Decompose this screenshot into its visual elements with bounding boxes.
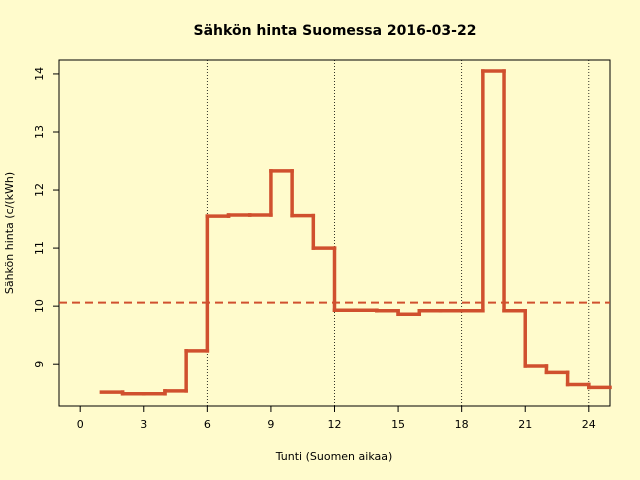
x-tick-label: 6 <box>204 418 211 431</box>
y-axis-label: Sähkön hinta (c/(kWh) <box>3 172 16 294</box>
x-tick-label: 21 <box>518 418 532 431</box>
y-tick-label: 10 <box>33 299 46 313</box>
y-tick-label: 13 <box>33 125 46 139</box>
x-tick-label: 9 <box>267 418 274 431</box>
x-tick-label: 18 <box>455 418 469 431</box>
x-tick-label: 12 <box>328 418 342 431</box>
x-tick-label: 24 <box>582 418 596 431</box>
x-tick-label: 3 <box>140 418 147 431</box>
x-axis-label: Tunti (Suomen aikaa) <box>275 450 393 463</box>
y-tick-label: 11 <box>33 241 46 255</box>
y-tick-label: 14 <box>33 67 46 81</box>
chart-title: Sähkön hinta Suomessa 2016-03-22 <box>194 23 477 39</box>
x-tick-label: 15 <box>391 418 405 431</box>
x-tick-label: 0 <box>77 418 84 431</box>
y-tick-label: 9 <box>33 361 46 368</box>
y-tick-label: 12 <box>33 183 46 197</box>
